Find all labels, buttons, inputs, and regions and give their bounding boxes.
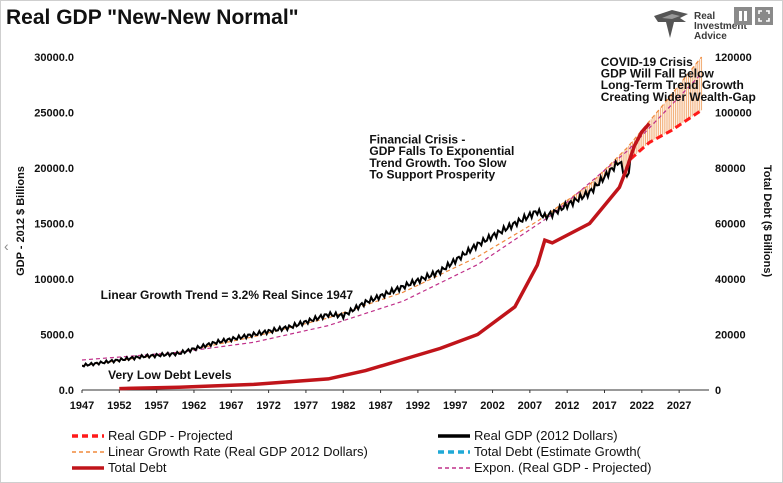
series-real-gdp — [82, 156, 632, 368]
series-expon-real-gdp-projected — [82, 73, 702, 361]
series-total-debt — [119, 122, 651, 391]
viewer-controls — [734, 7, 774, 25]
fullscreen-icon — [758, 10, 770, 22]
annotation-text: Creating Wider Wealth-Gap — [601, 90, 756, 104]
y2-tick-label: 60000 — [715, 219, 746, 231]
y-tick-label: 10000.0 — [34, 274, 74, 286]
y-tick-label: 30000.0 — [34, 52, 74, 64]
legend-label: Total Debt — [108, 460, 167, 475]
annotation-text: Long-Term Trend Growth — [601, 78, 744, 92]
previous-slide-icon[interactable]: ‹ — [4, 238, 9, 254]
series-real-gdp-projected — [629, 109, 703, 161]
logo-text-line-3: Advice — [694, 31, 727, 42]
x-tick-label: 1992 — [406, 400, 430, 412]
annotation-text: COVID-19 Crisis — [601, 55, 693, 69]
x-tick-label: 2022 — [630, 400, 654, 412]
legend-label: Total Debt (Estimate Growth( — [474, 444, 642, 459]
annotation-text: Linear Growth Trend = 3.2% Real Since 19… — [101, 288, 354, 302]
x-tick-label: 1962 — [182, 400, 206, 412]
annotation-text: GDP Will Fall Below — [601, 67, 715, 81]
legend-label: Real GDP - Projected — [108, 428, 233, 443]
legend-label: Linear Growth Rate (Real GDP 2012 Dollar… — [108, 444, 368, 459]
y-tick-label: 0.0 — [59, 385, 74, 397]
annotation-text: Trend Growth. Too Slow — [369, 156, 507, 170]
y-axis-label: GDP - 2012 $ Billions — [15, 166, 27, 276]
legend-label: Expon. (Real GDP - Projected) — [474, 460, 652, 475]
x-tick-label: 2012 — [555, 400, 579, 412]
y2-tick-label: 40000 — [715, 274, 746, 286]
x-tick-label: 1967 — [219, 400, 243, 412]
page-title: Real GDP "New-New Normal" — [6, 6, 299, 29]
y2-tick-label: 80000 — [715, 163, 746, 175]
x-tick-label: 2007 — [518, 400, 542, 412]
y-tick-label: 20000.0 — [34, 163, 74, 175]
y-tick-label: 5000.0 — [40, 330, 74, 342]
next-slide-icon[interactable]: › — [766, 238, 771, 254]
x-tick-label: 1977 — [294, 400, 318, 412]
x-tick-label: 2002 — [480, 400, 504, 412]
y2-tick-label: 0 — [715, 385, 721, 397]
pause-button[interactable] — [734, 7, 752, 25]
x-tick-label: 2017 — [592, 400, 616, 412]
x-tick-label: 1997 — [443, 400, 467, 412]
logo-text-line-2: Investment — [694, 21, 747, 32]
x-tick-label: 1957 — [144, 400, 168, 412]
y2-tick-label: 100000 — [715, 108, 752, 120]
x-tick-label: 2027 — [667, 400, 691, 412]
x-tick-label: 1952 — [107, 400, 131, 412]
fullscreen-button[interactable] — [755, 7, 773, 25]
y2-tick-label: 120000 — [715, 52, 752, 64]
y-tick-label: 25000.0 — [34, 108, 74, 120]
x-tick-label: 1972 — [256, 400, 280, 412]
legend-label: Real GDP (2012 Dollars) — [474, 428, 618, 443]
annotation-text: To Support Prosperity — [369, 168, 495, 182]
x-tick-label: 1987 — [368, 400, 392, 412]
y-tick-label: 15000.0 — [34, 219, 74, 231]
annotation-text: Very Low Debt Levels — [108, 368, 232, 382]
logo-text-line-1: Real — [694, 11, 716, 22]
y2-tick-label: 20000 — [715, 330, 746, 342]
pause-icon — [739, 11, 747, 21]
eagle-icon — [654, 10, 688, 38]
x-tick-label: 1947 — [70, 400, 94, 412]
x-tick-label: 1982 — [331, 400, 355, 412]
annotation-text: Financial Crisis - — [369, 133, 465, 147]
y2-axis-label: Total Debt ($ Billions) — [761, 165, 773, 278]
logo: Real Investment Advice — [652, 8, 747, 44]
annotation-text: GDP Falls To Exponential — [369, 144, 514, 158]
